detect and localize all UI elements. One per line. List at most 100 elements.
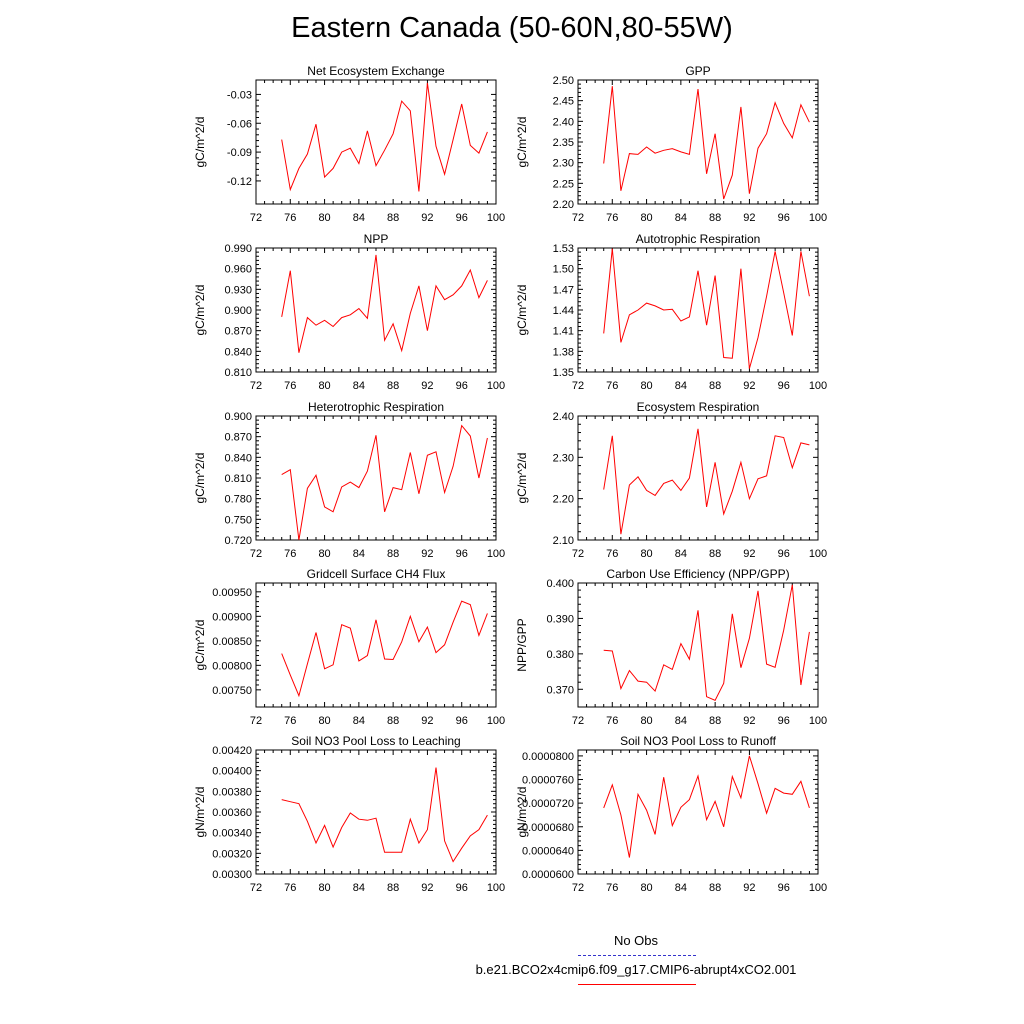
panel-title: Net Ecosystem Exchange	[307, 64, 445, 78]
legend-model-label: b.e21.BCO2x4cmip6.f09_g17.CMIP6-abrupt4x…	[475, 962, 797, 977]
x-tick-label: 96	[456, 380, 468, 392]
x-tick-label: 84	[675, 715, 687, 727]
panel-title: GPP	[685, 64, 710, 78]
x-tick-label: 72	[572, 882, 584, 894]
plot-frame	[577, 79, 819, 205]
x-tick-label: 76	[606, 882, 618, 894]
x-tick-label: 92	[743, 212, 755, 224]
panel-4: Autotrophic Respiration gC/m^2/d 72 76 80 84 8…	[515, 232, 827, 392]
y-tick-label: 2.20	[553, 494, 574, 506]
x-tick-label: 84	[353, 548, 365, 560]
panel-title: Gridcell Surface CH4 Flux	[307, 567, 446, 581]
y-tick-label: 0.870	[224, 432, 252, 444]
series-line	[603, 248, 810, 369]
x-tick-label: 84	[675, 882, 687, 894]
y-axis-label: gC/m^2/d	[515, 453, 529, 504]
x-tick-label: 80	[640, 380, 652, 392]
y-tick-label: 1.47	[553, 284, 574, 296]
y-tick-label: 2.20	[553, 199, 574, 211]
x-tick-label: 72	[572, 715, 584, 727]
x-tick-label: 100	[809, 882, 827, 894]
x-tick-label: 76	[284, 715, 296, 727]
x-tick-label: 80	[318, 882, 330, 894]
y-tick-label: 0.00950	[212, 587, 252, 599]
panel-title: Soil NO3 Pool Loss to Leaching	[291, 734, 460, 748]
x-tick-label: 84	[675, 380, 687, 392]
x-tick-label: 76	[606, 380, 618, 392]
x-tick-label: 92	[421, 715, 433, 727]
y-tick-label: 0.0000680	[522, 822, 574, 834]
x-tick-label: 100	[487, 548, 505, 560]
x-tick-label: 100	[487, 380, 505, 392]
y-tick-label: 2.30	[553, 452, 574, 464]
y-tick-label: 2.50	[553, 75, 574, 87]
x-tick-label: 80	[640, 882, 652, 894]
x-tick-label: 100	[487, 715, 505, 727]
legend-obs-label: No Obs	[613, 933, 659, 948]
y-tick-label: 0.810	[224, 367, 252, 379]
y-tick-label: 0.00750	[212, 685, 252, 697]
x-tick-label: 88	[709, 548, 721, 560]
x-tick-label: 72	[572, 548, 584, 560]
y-tick-label: 0.840	[224, 452, 252, 464]
y-tick-label: 0.750	[224, 514, 252, 526]
plot-frame	[255, 749, 497, 875]
y-tick-label: 2.10	[553, 535, 574, 547]
x-tick-label: 88	[709, 715, 721, 727]
x-tick-label: 84	[353, 882, 365, 894]
x-tick-label: 100	[487, 212, 505, 224]
y-tick-label: 0.0000760	[522, 775, 574, 787]
y-tick-label: -0.06	[227, 118, 252, 130]
x-tick-label: 76	[606, 548, 618, 560]
x-tick-label: 92	[743, 548, 755, 560]
x-tick-label: 72	[250, 548, 262, 560]
x-tick-label: 92	[421, 882, 433, 894]
x-tick-label: 76	[284, 548, 296, 560]
y-tick-label: 0.00900	[212, 611, 252, 623]
x-tick-label: 84	[675, 548, 687, 560]
x-tick-label: 96	[778, 380, 790, 392]
y-tick-label: 0.00400	[212, 766, 252, 778]
x-tick-label: 80	[318, 715, 330, 727]
y-tick-label: 0.0000600	[522, 869, 574, 881]
y-tick-label: 0.00420	[212, 745, 252, 757]
x-tick-label: 92	[421, 548, 433, 560]
y-tick-label: -0.03	[227, 89, 252, 101]
y-tick-label: 0.00850	[212, 636, 252, 648]
x-tick-label: 72	[572, 212, 584, 224]
series-line	[281, 767, 488, 863]
x-tick-label: 88	[387, 715, 399, 727]
x-tick-label: 72	[250, 882, 262, 894]
x-tick-label: 76	[606, 212, 618, 224]
y-tick-label: 0.00360	[212, 807, 252, 819]
series-line	[603, 428, 810, 535]
x-tick-label: 80	[318, 380, 330, 392]
x-tick-label: 96	[778, 212, 790, 224]
x-tick-label: 88	[387, 882, 399, 894]
panel-9: Soil NO3 Pool Loss to Leaching gN/m^2/d 72…	[193, 734, 505, 894]
x-tick-label: 88	[709, 380, 721, 392]
x-tick-label: 100	[809, 548, 827, 560]
y-tick-label: 0.00300	[212, 869, 252, 881]
x-tick-label: 84	[353, 212, 365, 224]
y-tick-label: 2.30	[553, 158, 574, 170]
y-tick-label: 0.0000800	[522, 751, 574, 763]
y-tick-label: 0.840	[224, 346, 252, 358]
x-tick-label: 76	[606, 715, 618, 727]
x-tick-label: 100	[809, 380, 827, 392]
y-tick-label: 2.35	[553, 137, 574, 149]
y-tick-label: 2.40	[553, 116, 574, 128]
y-axis-label: gN/m^2/d	[515, 787, 529, 838]
y-tick-label: 0.00340	[212, 828, 252, 840]
y-axis-label: gC/m^2/d	[193, 117, 207, 168]
x-tick-label: 100	[809, 715, 827, 727]
x-tick-label: 84	[675, 212, 687, 224]
x-tick-label: 100	[809, 212, 827, 224]
x-tick-label: 96	[456, 212, 468, 224]
y-tick-label: 1.38	[553, 346, 574, 358]
y-tick-label: 0.0000720	[522, 798, 574, 810]
y-tick-label: 1.53	[553, 243, 574, 255]
x-tick-label: 96	[778, 882, 790, 894]
